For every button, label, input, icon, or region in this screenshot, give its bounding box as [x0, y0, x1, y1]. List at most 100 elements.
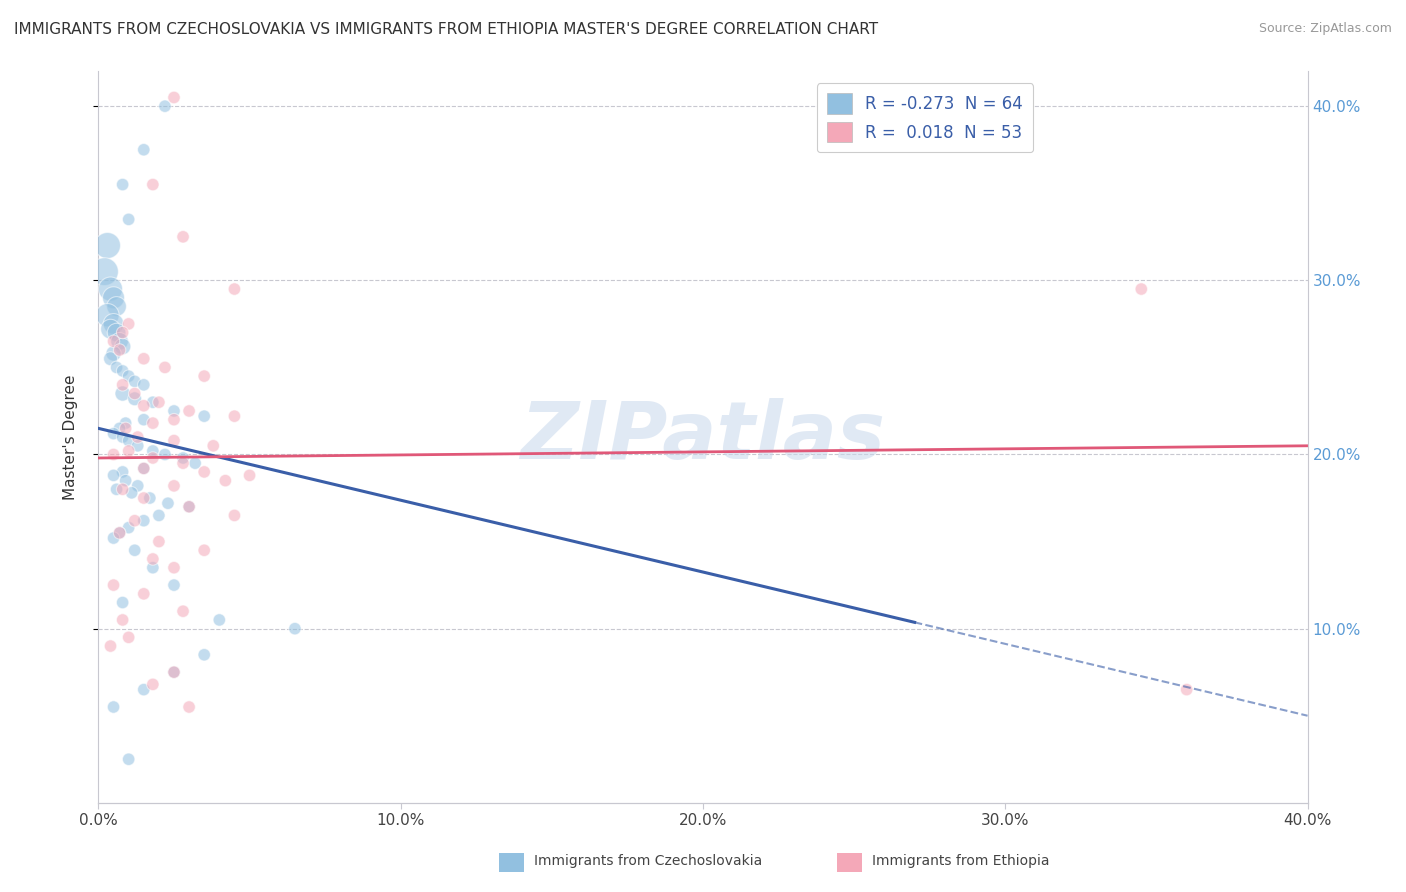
Text: Immigrants from Ethiopia: Immigrants from Ethiopia: [872, 854, 1049, 868]
Point: [224, 409, 246, 424]
Point: [163, 578, 186, 592]
Point: [111, 339, 134, 353]
Point: [179, 700, 201, 714]
Point: [114, 474, 136, 488]
Point: [172, 229, 194, 244]
Point: [208, 613, 231, 627]
Point: [124, 514, 146, 528]
Point: [108, 525, 131, 540]
Point: [118, 631, 141, 645]
Point: [193, 465, 215, 479]
Point: [103, 426, 125, 441]
Point: [103, 531, 125, 545]
Y-axis label: Master's Degree: Master's Degree: [63, 375, 77, 500]
Point: [156, 496, 179, 510]
Point: [105, 326, 128, 340]
Text: Immigrants from Czechoslovakia: Immigrants from Czechoslovakia: [534, 854, 762, 868]
Point: [111, 326, 134, 340]
Point: [142, 178, 165, 192]
Point: [103, 291, 125, 305]
Point: [127, 430, 149, 444]
Point: [132, 399, 155, 413]
Point: [193, 648, 215, 662]
Point: [132, 377, 155, 392]
Point: [142, 552, 165, 566]
Point: [153, 99, 176, 113]
Point: [172, 450, 194, 465]
Point: [111, 364, 134, 378]
Point: [163, 90, 186, 104]
Point: [108, 421, 131, 435]
Point: [111, 613, 134, 627]
Point: [148, 395, 170, 409]
Point: [214, 474, 236, 488]
Point: [142, 416, 165, 430]
Text: ZIPatlas: ZIPatlas: [520, 398, 886, 476]
Point: [179, 404, 201, 418]
Point: [124, 386, 146, 401]
Point: [100, 639, 122, 653]
Point: [103, 700, 125, 714]
Point: [118, 212, 141, 227]
Point: [202, 439, 225, 453]
Point: [179, 500, 201, 514]
Point: [132, 682, 155, 697]
Point: [108, 525, 131, 540]
Point: [163, 479, 186, 493]
Point: [103, 468, 125, 483]
Point: [224, 508, 246, 523]
Point: [142, 444, 165, 458]
Point: [127, 479, 149, 493]
Point: [103, 448, 125, 462]
Point: [96, 238, 118, 252]
Point: [172, 456, 194, 470]
Point: [111, 465, 134, 479]
Point: [184, 456, 207, 470]
Point: [142, 450, 165, 465]
Point: [132, 461, 155, 475]
Point: [163, 560, 186, 574]
Point: [153, 448, 176, 462]
Point: [118, 317, 141, 331]
Text: IMMIGRANTS FROM CZECHOSLOVAKIA VS IMMIGRANTS FROM ETHIOPIA MASTER'S DEGREE CORRE: IMMIGRANTS FROM CZECHOSLOVAKIA VS IMMIGR…: [14, 22, 879, 37]
Point: [163, 665, 186, 680]
Point: [121, 485, 143, 500]
Point: [179, 500, 201, 514]
Point: [132, 514, 155, 528]
Point: [118, 369, 141, 384]
Point: [1130, 282, 1153, 296]
Point: [284, 622, 307, 636]
Point: [132, 491, 155, 505]
Point: [93, 265, 115, 279]
Point: [108, 343, 131, 357]
Point: [118, 752, 141, 766]
Point: [103, 334, 125, 349]
Point: [100, 282, 122, 296]
Point: [132, 587, 155, 601]
Point: [111, 595, 134, 609]
Point: [193, 543, 215, 558]
Point: [224, 282, 246, 296]
Point: [153, 360, 176, 375]
Point: [142, 395, 165, 409]
Point: [118, 444, 141, 458]
Point: [239, 468, 262, 483]
Point: [163, 404, 186, 418]
Legend: R = -0.273  N = 64, R =  0.018  N = 53: R = -0.273 N = 64, R = 0.018 N = 53: [817, 83, 1033, 153]
Point: [132, 461, 155, 475]
Point: [108, 334, 131, 349]
Point: [111, 178, 134, 192]
Point: [193, 369, 215, 384]
Point: [148, 534, 170, 549]
Point: [148, 508, 170, 523]
Point: [172, 604, 194, 618]
Point: [142, 560, 165, 574]
Point: [163, 665, 186, 680]
Point: [100, 351, 122, 366]
Point: [111, 386, 134, 401]
Point: [124, 392, 146, 406]
Point: [105, 300, 128, 314]
Point: [105, 483, 128, 497]
Point: [1175, 682, 1198, 697]
Point: [105, 360, 128, 375]
